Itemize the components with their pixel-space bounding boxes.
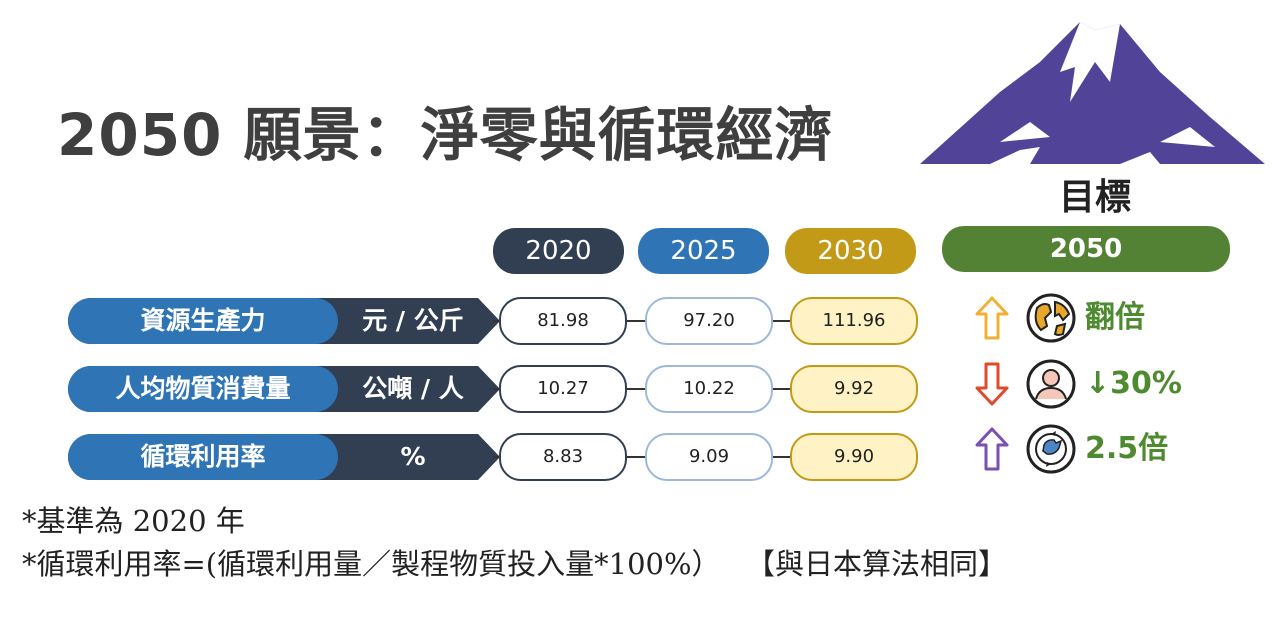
value-2025: 97.20 [645,297,773,345]
connector [623,456,647,458]
person-icon [1026,359,1076,409]
value-2025: 9.09 [645,433,773,481]
goal-row-per-capita-consumption: ↓30% [975,356,1235,412]
goal-text: ↓30% [1085,366,1182,401]
connector [493,456,503,458]
globe-icon [1026,293,1076,343]
connector [623,320,647,322]
connector [769,320,793,322]
up-arrow-icon [975,296,1009,340]
year-2030-header: 2030 [785,228,916,274]
year-2020-header: 2020 [493,228,624,274]
goal-label: 目標 [1020,168,1170,220]
down-arrow-icon [975,362,1009,406]
metric-name: 人均物質消費量 [68,366,338,412]
recycle-icon [1026,424,1076,474]
connector [493,388,503,390]
value-2030: 9.90 [790,433,918,481]
connector [623,388,647,390]
mountain-illustration [920,22,1265,164]
metric-name: 循環利用率 [68,434,338,480]
metric-bar-tip [478,366,500,412]
value-2020: 8.83 [499,433,627,481]
connector [769,388,793,390]
footnote-method-note: 【與日本算法相同】 [760,547,1008,581]
up-arrow-icon [975,427,1009,471]
value-2025: 10.22 [645,365,773,413]
goal-year-2050-header: 2050 [942,226,1230,272]
goal-text: 2.5倍 [1085,431,1169,466]
metric-unit: 公噸 / 人 [362,374,464,403]
metric-bar-tip [478,298,500,344]
connector [493,320,503,322]
footnote-formula: *循環利用率=(循環利用量／製程物質投入量*100%） 【與日本算法相同】 [22,541,1007,583]
value-2030: 111.96 [790,297,918,345]
metric-unit: % [400,442,426,471]
page-title: 2050 願景：淨零與循環經濟 [57,101,834,169]
value-2030: 9.92 [790,365,918,413]
metric-bar-tip [478,434,500,480]
metric-row-resource-productivity: 資源生產力 元 / 公斤 81.98 97.20 111.96 [68,297,918,345]
metric-unit: 元 / 公斤 [362,306,464,335]
metric-name: 資源生產力 [68,298,338,344]
metric-row-per-capita-consumption: 人均物質消費量 公噸 / 人 10.27 10.22 9.92 [68,365,918,413]
metric-row-circular-utilization-rate: 循環利用率 % 8.83 9.09 9.90 [68,433,918,481]
connector [769,456,793,458]
footnote-formula-text: *循環利用率=(循環利用量／製程物質投入量*100%） [22,547,721,581]
goal-text: 翻倍 [1085,300,1145,335]
year-2025-header: 2025 [638,228,769,274]
goal-row-resource-productivity: 翻倍 [975,290,1235,346]
goal-row-circular-utilization-rate: 2.5倍 [975,421,1235,477]
footnote-baseline: *基準為 2020 年 [22,504,245,538]
value-2020: 10.27 [499,365,627,413]
value-2020: 81.98 [499,297,627,345]
